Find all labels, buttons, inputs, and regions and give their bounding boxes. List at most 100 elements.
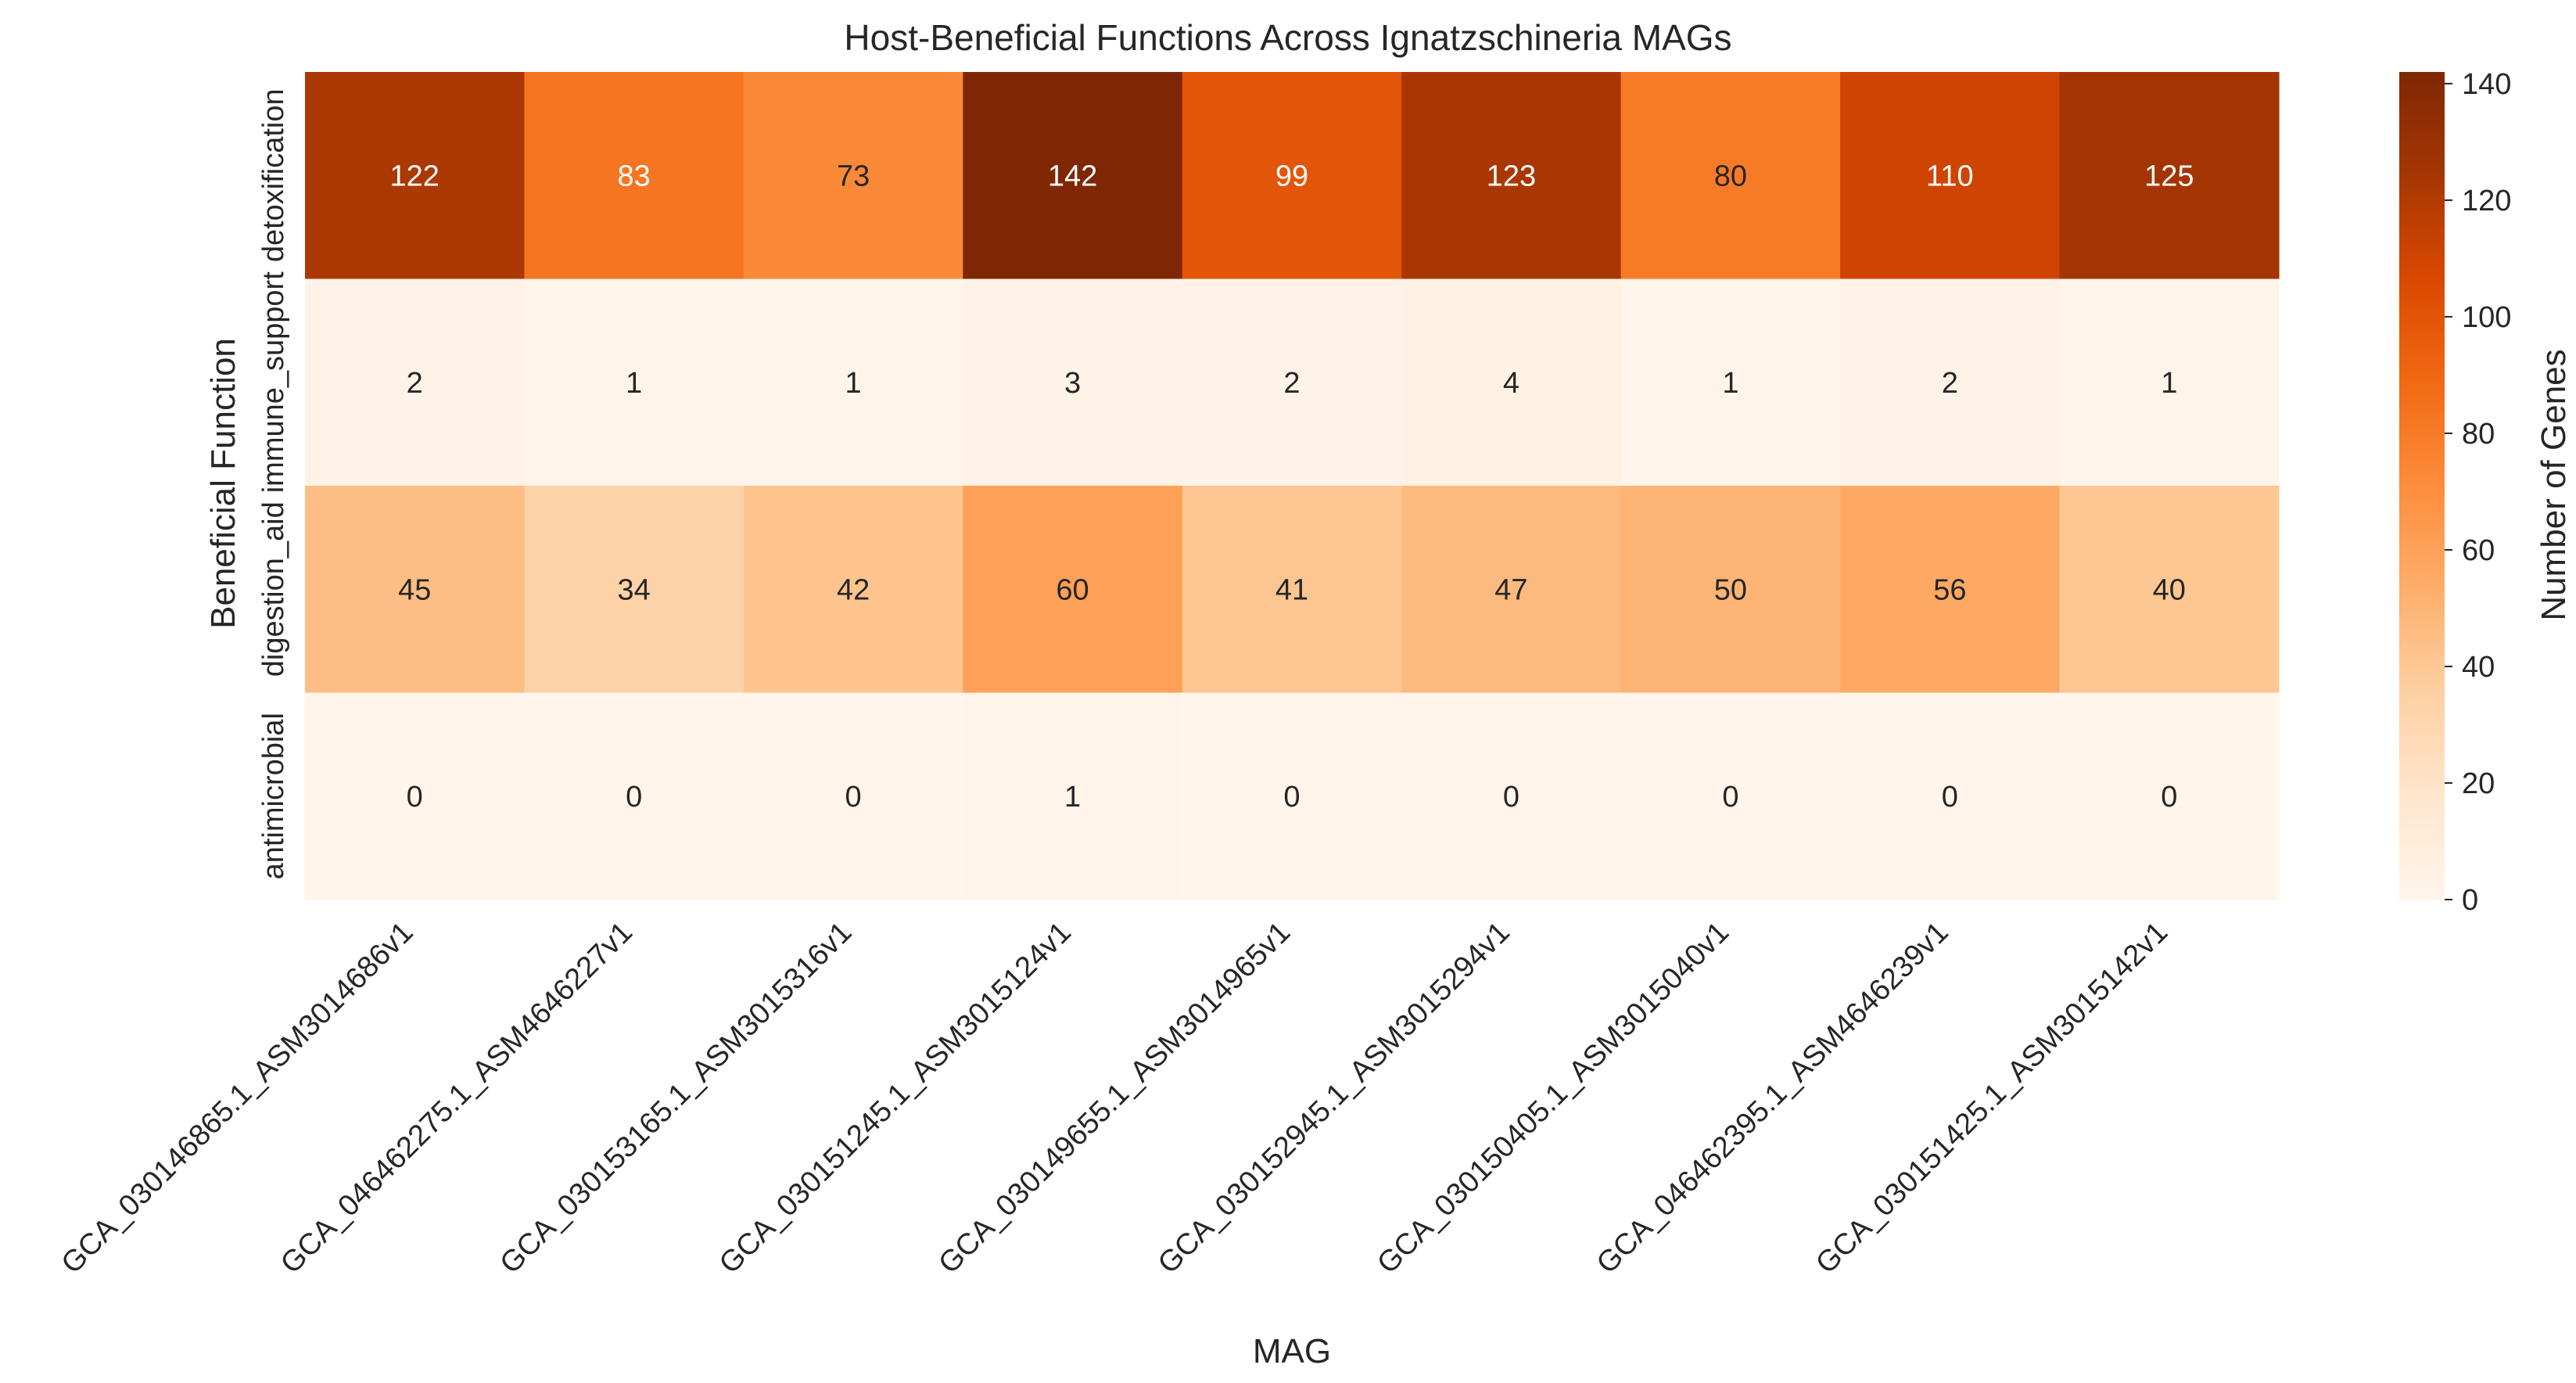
cell-value-label: 0	[626, 781, 642, 814]
x-tick-label: GCA_030146865.1_ASM3014686v1	[56, 916, 420, 1281]
cell-value-label: 3	[1064, 367, 1081, 400]
x-tick-label: GCA_030151245.1_ASM3015124v1	[713, 916, 1078, 1281]
cell-value-label: 80	[1714, 160, 1747, 192]
cell-value-label: 0	[2161, 781, 2177, 814]
heatmap-cell	[1401, 278, 1622, 487]
heatmap-cell	[524, 486, 744, 694]
heatmap-cell	[1620, 692, 1841, 900]
y-tick-label: digestion_aid	[257, 501, 290, 677]
cell-value-label: 40	[2153, 573, 2186, 606]
cell-value-label: 1	[626, 367, 642, 400]
y-tick-label: detoxification	[257, 88, 290, 262]
cell-value-label: 0	[1503, 781, 1519, 814]
heatmap-cell	[1182, 692, 1402, 900]
x-tick-label: GCA_030153165.1_ASM3015316v1	[494, 916, 859, 1281]
cell-value-label: 1	[1722, 367, 1738, 400]
colorbar-tick-label: 140	[2462, 68, 2511, 101]
heatmap-cell	[524, 692, 744, 900]
heatmap-cell	[1401, 692, 1622, 900]
heatmap-cells	[305, 72, 2280, 900]
y-tick-label: antimicrobial	[257, 713, 290, 879]
heatmap-cell	[963, 486, 1183, 694]
colorbar-gradient	[2399, 72, 2445, 900]
cell-value-label: 0	[407, 781, 423, 814]
heatmap-cell	[1840, 692, 2061, 900]
y-tick-label: immune_support	[257, 271, 290, 493]
cell-value-label: 2	[1942, 367, 1958, 400]
cell-value-label: 125	[2144, 160, 2194, 192]
heatmap-cell	[963, 692, 1183, 900]
colorbar-ticks: 0 20 40 60 80 100 120 140	[2445, 68, 2511, 917]
heatmap-cell	[2059, 486, 2280, 694]
heatmap-cell	[1182, 486, 1402, 694]
cell-value-label: 83	[618, 160, 651, 192]
cell-value-label: 0	[845, 781, 862, 814]
colorbar	[2399, 72, 2445, 900]
x-tick-label: GCA_030152945.1_ASM3015294v1	[1152, 916, 1516, 1281]
y-axis-label: Beneficial Function	[204, 338, 242, 629]
x-tick-label: GCA_030149655.1_ASM3014965v1	[932, 916, 1297, 1281]
cell-value-label: 0	[1942, 781, 1958, 814]
heatmap-cell	[1401, 486, 1622, 694]
cell-value-label: 45	[398, 573, 431, 606]
cell-value-label: 1	[1064, 781, 1081, 814]
heatmap-cell	[305, 486, 526, 694]
heatmap-cell	[1840, 72, 2061, 280]
heatmap-cell	[305, 72, 526, 280]
cell-value-label: 42	[837, 573, 870, 606]
heatmap-cell	[1182, 278, 1402, 487]
heatmap-cell	[743, 692, 963, 900]
heatmap-cell	[963, 72, 1183, 280]
colorbar-tick-label: 20	[2462, 767, 2495, 800]
x-tick-label: GCA_030151425.1_ASM3015142v1	[1810, 916, 2174, 1281]
heatmap-cell	[524, 278, 744, 487]
cell-value-label: 60	[1056, 573, 1089, 606]
heatmap-cell	[2059, 72, 2280, 280]
colorbar-tick-label: 0	[2462, 884, 2478, 917]
heatmap-cell	[524, 72, 744, 280]
y-tick-labels: detoxification immune_support digestion_ai…	[257, 88, 290, 879]
heatmap-cell	[1620, 486, 1841, 694]
x-axis-label: MAG	[1253, 1332, 1331, 1370]
cell-value-label: 34	[618, 573, 651, 606]
cell-value-label: 0	[1283, 781, 1300, 814]
cell-value-label: 2	[1283, 367, 1300, 400]
cell-value-label: 41	[1275, 573, 1308, 606]
cell-value-label: 2	[407, 367, 423, 400]
heatmap-cell	[1840, 486, 2061, 694]
heatmap-cell	[1840, 278, 2061, 487]
colorbar-tick-label: 60	[2462, 534, 2495, 567]
cell-value-label: 122	[390, 160, 439, 192]
heatmap-cell	[305, 692, 526, 900]
cell-value-label: 1	[845, 367, 862, 400]
cell-value-label: 1	[2161, 367, 2177, 400]
cell-value-label: 142	[1048, 160, 1097, 192]
x-tick-labels: GCA_030146865.1_ASM3014686v1GCA_04646227…	[56, 916, 2174, 1281]
heatmap-cell	[963, 278, 1183, 487]
cell-value-label: 4	[1503, 367, 1519, 400]
heatmap-cell	[305, 278, 526, 487]
cell-value-label: 73	[837, 160, 870, 192]
colorbar-tick-label: 100	[2462, 301, 2511, 334]
x-tick-label: GCA_046462395.1_ASM4646239v1	[1591, 916, 1955, 1281]
colorbar-label: Number of Genes	[2535, 349, 2573, 620]
colorbar-tick-label: 40	[2462, 651, 2495, 684]
heatmap-cell	[743, 72, 963, 280]
heatmap-cell	[743, 278, 963, 487]
cell-value-label: 99	[1275, 160, 1308, 192]
cell-value-label: 47	[1494, 573, 1527, 606]
cell-value-label: 110	[1926, 160, 1974, 192]
colorbar-tick-label: 120	[2462, 185, 2511, 217]
heatmap-cell	[2059, 692, 2280, 900]
heatmap-cell	[1182, 72, 1402, 280]
chart-title: Host-Beneficial Functions Across Ignatzs…	[844, 17, 1731, 58]
x-tick-label: GCA_030150405.1_ASM3015040v1	[1371, 916, 1735, 1281]
colorbar-tick-label: 80	[2462, 418, 2495, 451]
cell-value-label: 50	[1714, 573, 1747, 606]
heatmap-cell	[1401, 72, 1622, 280]
heatmap-cell	[2059, 278, 2280, 487]
heatmap-cell	[1620, 72, 1841, 280]
cell-value-label: 123	[1487, 160, 1536, 192]
